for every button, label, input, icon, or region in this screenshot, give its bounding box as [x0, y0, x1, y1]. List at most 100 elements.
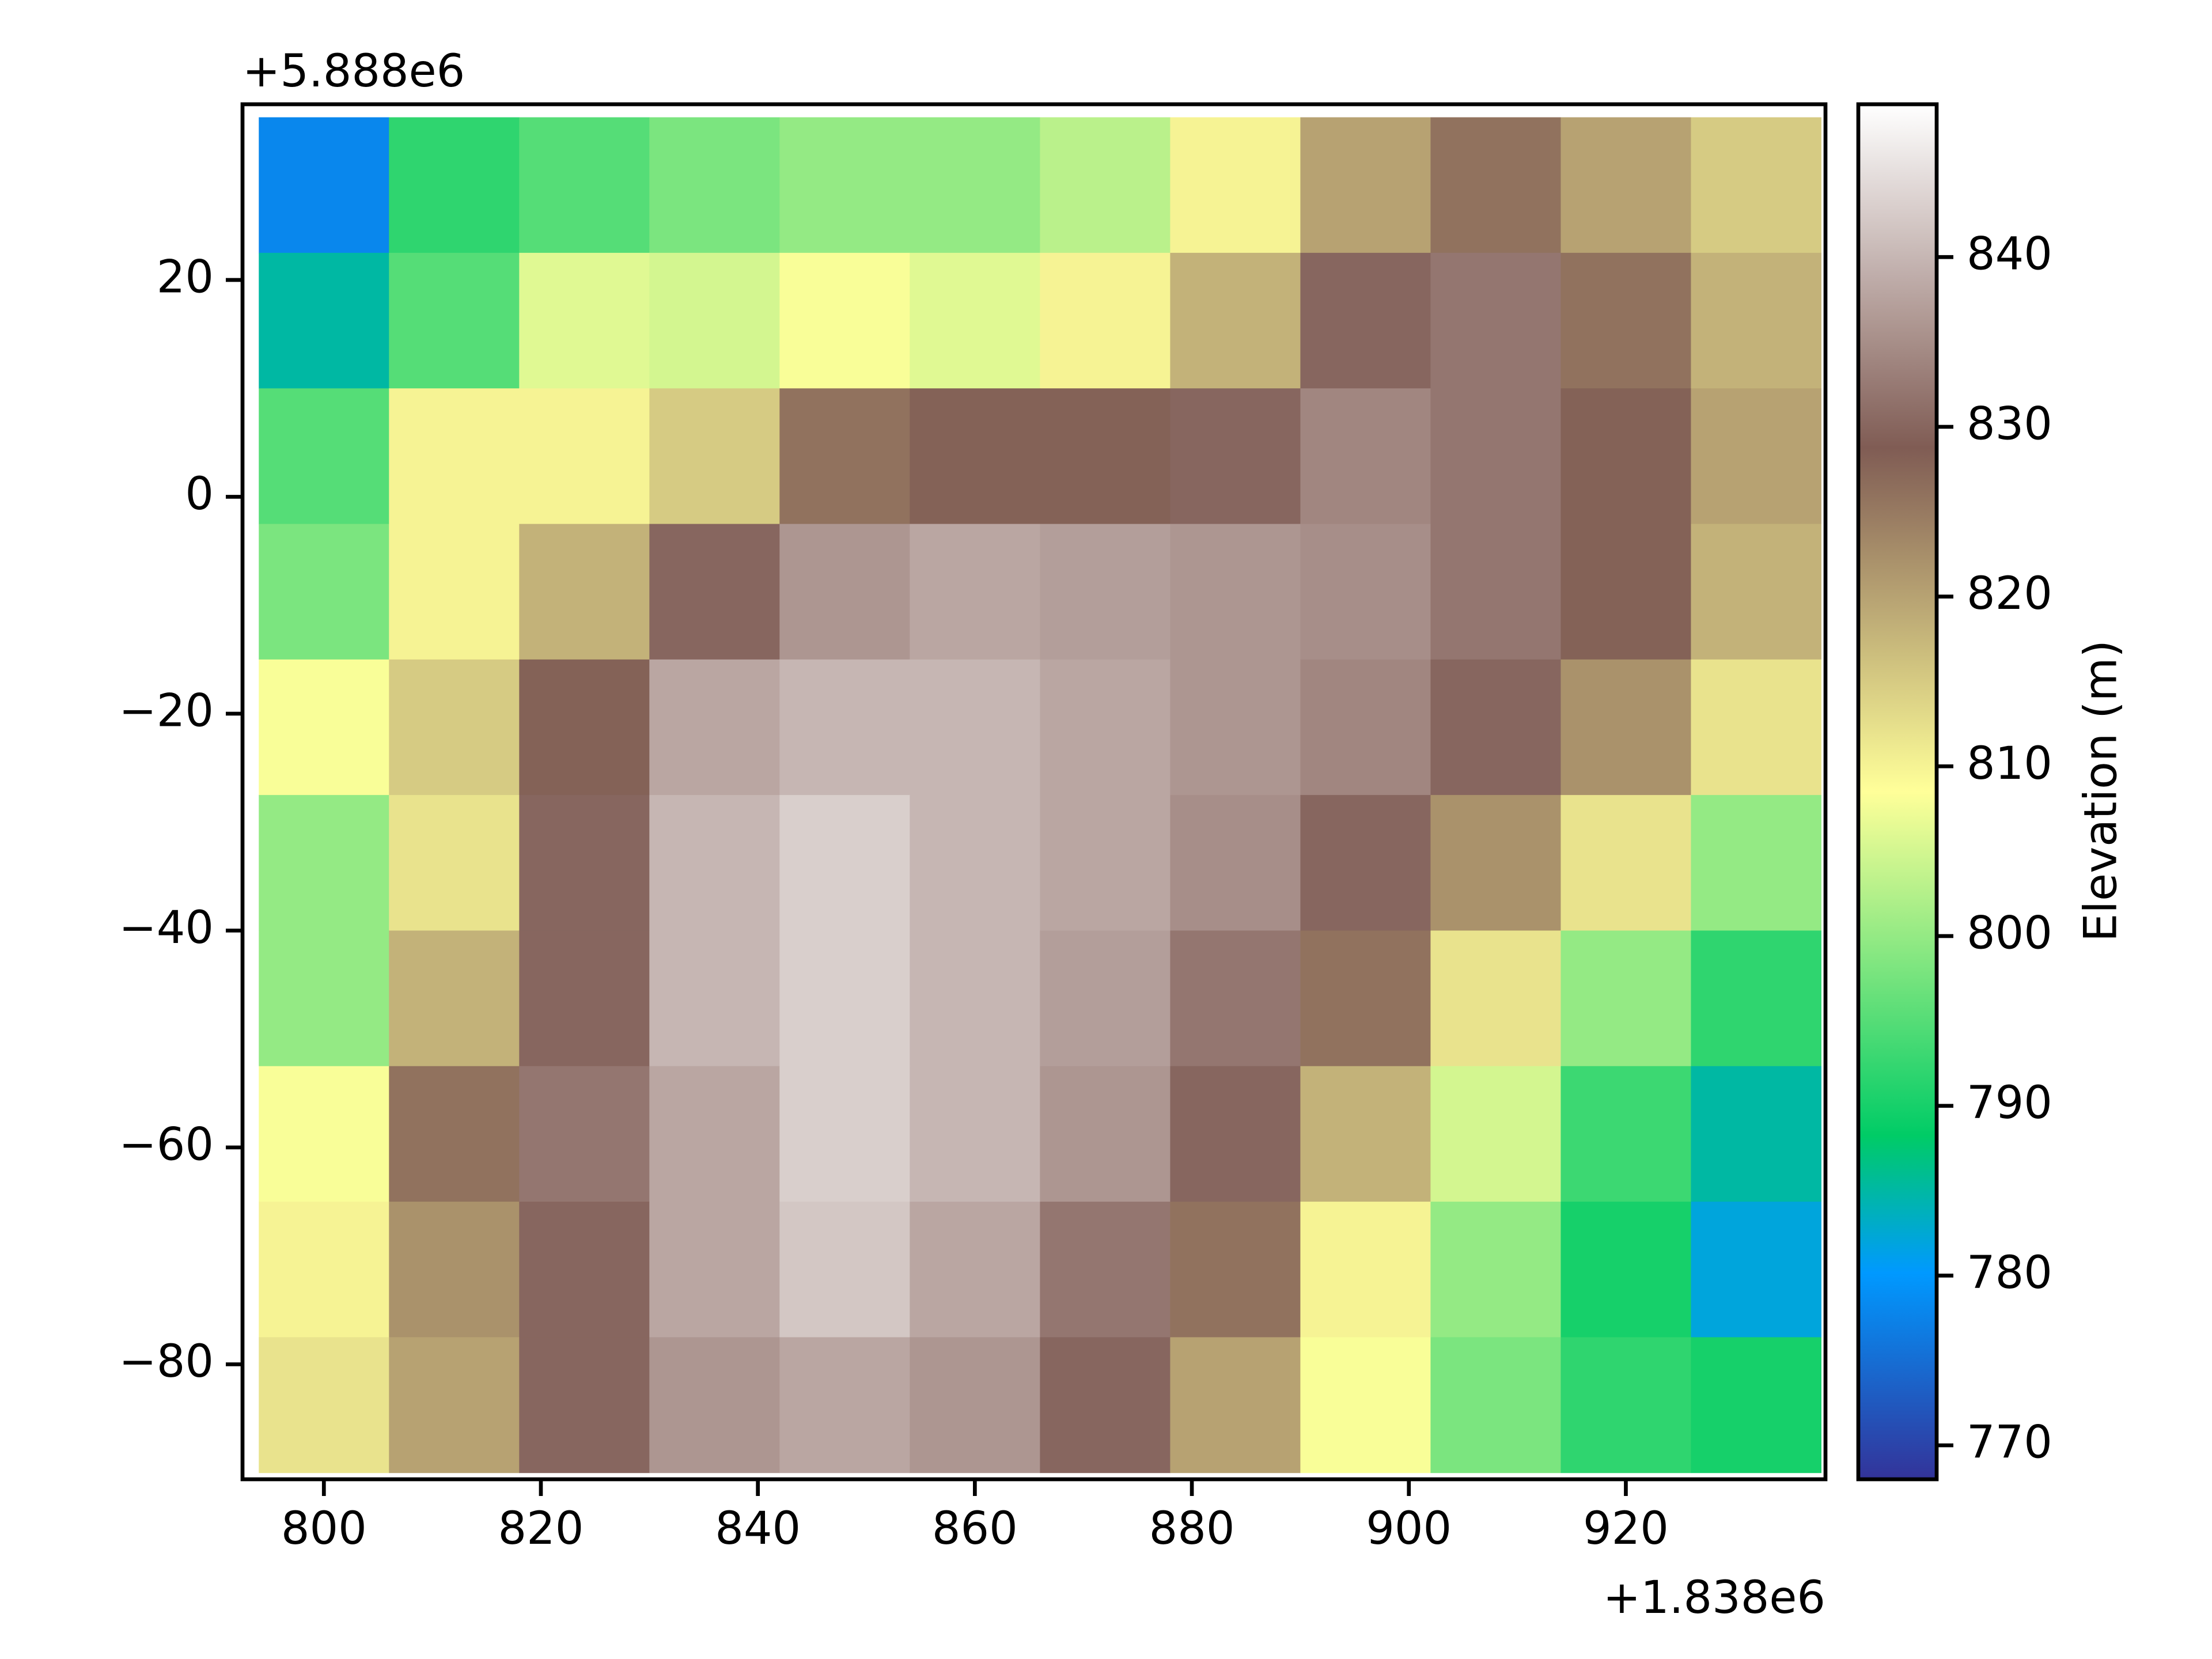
cell [649, 388, 780, 525]
cell [779, 795, 910, 931]
y-tick-label: 0 [185, 468, 214, 520]
cell [1040, 659, 1171, 796]
cell [1560, 388, 1691, 525]
cell [389, 388, 520, 525]
cell [1170, 795, 1301, 931]
cell [1040, 930, 1171, 1067]
cell [1560, 659, 1691, 796]
cell [649, 1066, 780, 1202]
cell [1170, 524, 1301, 660]
cell [1560, 1066, 1691, 1202]
cell [389, 659, 520, 796]
cell [649, 795, 780, 931]
cell [1691, 1202, 1821, 1338]
cell [259, 795, 389, 931]
cell [649, 1202, 780, 1338]
cell [649, 659, 780, 796]
cell [1040, 1337, 1171, 1474]
cell [1430, 1202, 1561, 1338]
x-tick-label: 840 [715, 1503, 801, 1555]
x-tick-label: 880 [1149, 1503, 1235, 1555]
x-tick-label: 920 [1583, 1503, 1669, 1555]
x-tick-label: 860 [932, 1503, 1018, 1555]
colorbar-tick-label: 770 [1967, 1417, 2052, 1469]
colorbar-label: Elevation (m) [2075, 640, 2127, 942]
cell [910, 1202, 1040, 1338]
cell [649, 930, 780, 1067]
cell [389, 117, 520, 253]
cell [519, 117, 650, 253]
cell [389, 1066, 520, 1202]
cell [259, 930, 389, 1067]
cell [1560, 252, 1691, 389]
cell [1691, 930, 1821, 1067]
cell [519, 1337, 650, 1474]
cell [1170, 1066, 1301, 1202]
cell [910, 252, 1040, 389]
cell [259, 1337, 389, 1474]
cell [519, 930, 650, 1067]
cell [1300, 930, 1431, 1067]
cell [779, 1337, 910, 1474]
cell [259, 1202, 389, 1338]
colorbar-tick-label: 780 [1967, 1247, 2052, 1299]
cell [1430, 524, 1561, 660]
cell [779, 1066, 910, 1202]
y-offset-label: +5.888e6 [243, 46, 465, 97]
cell [1170, 388, 1301, 525]
cell [1170, 1202, 1301, 1338]
cell [389, 1337, 520, 1474]
x-tick-label: 900 [1366, 1503, 1452, 1555]
cell [1691, 388, 1821, 525]
cell [259, 1066, 389, 1202]
cell [1040, 524, 1171, 660]
cell [779, 1202, 910, 1338]
cell [259, 659, 389, 796]
cell [389, 930, 520, 1067]
cell [1040, 1202, 1171, 1338]
cell [910, 1337, 1040, 1474]
cell [519, 524, 650, 660]
cell [1170, 930, 1301, 1067]
cell [1040, 795, 1171, 931]
cell [649, 252, 780, 389]
cell [649, 117, 780, 253]
colorbar-tick-label: 820 [1967, 568, 2052, 620]
cell [1170, 659, 1301, 796]
cell [1430, 930, 1561, 1067]
cell [1300, 1337, 1431, 1474]
cell [779, 659, 910, 796]
cell [910, 388, 1040, 525]
cell [259, 252, 389, 389]
colorbar-tick-label: 830 [1967, 398, 2052, 450]
y-tick-label: −60 [119, 1119, 214, 1171]
cell [1560, 1337, 1691, 1474]
cell [1170, 1337, 1301, 1474]
cell [1560, 1202, 1691, 1338]
cell [910, 117, 1040, 253]
cell [910, 524, 1040, 660]
cell [519, 1066, 650, 1202]
cell [1691, 795, 1821, 931]
cell [779, 388, 910, 525]
cell [519, 388, 650, 525]
cell [259, 388, 389, 525]
cell [1560, 930, 1691, 1067]
cell [1430, 1337, 1561, 1474]
cell [1691, 1337, 1821, 1474]
cell [779, 252, 910, 389]
cell [1300, 524, 1431, 660]
cell [389, 1202, 520, 1338]
colorbar-tick-label: 810 [1967, 738, 2052, 790]
cell [779, 524, 910, 660]
cell [1300, 1202, 1431, 1338]
y-tick-label: −20 [119, 685, 214, 737]
cell [1430, 1066, 1561, 1202]
cell [1430, 659, 1561, 796]
x-tick-label: 800 [281, 1503, 367, 1555]
cell [1300, 252, 1431, 389]
raster [259, 117, 1821, 1474]
cell [1560, 117, 1691, 253]
y-tick-label: −40 [119, 902, 214, 954]
